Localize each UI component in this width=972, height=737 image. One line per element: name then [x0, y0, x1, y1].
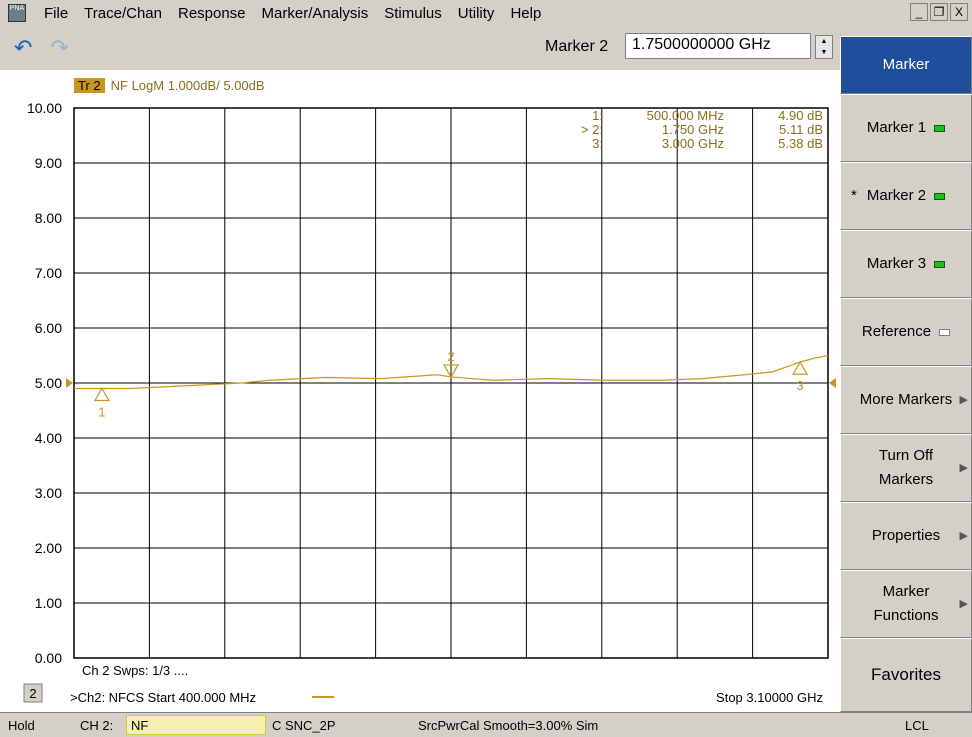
marker-table-value: 4.90 dB: [778, 108, 823, 123]
marker-1-indicator: [934, 124, 946, 132]
submenu-arrow-icon: ▶: [959, 394, 968, 406]
minimize-button[interactable]: _: [910, 3, 928, 21]
reference-button[interactable]: Reference: [840, 298, 972, 366]
window-controls: _ ❐ X: [910, 3, 968, 21]
more-markers-button[interactable]: More Markers ▶: [840, 366, 972, 434]
trace-line: [74, 354, 829, 390]
y-tick-label: 5.00: [35, 375, 62, 391]
marker-table-value: 5.11 dB: [779, 122, 823, 137]
redo-icon[interactable]: ↷: [50, 35, 69, 60]
y-tick-label: 0.00: [35, 650, 62, 666]
marker-functions-button[interactable]: Marker Functions ▶: [840, 570, 972, 638]
more-markers-label: More Markers: [859, 391, 953, 408]
marker-value-spinner[interactable]: ▲ ▼: [815, 35, 833, 59]
marker-value-input[interactable]: 1.7500000000 GHz: [625, 33, 811, 59]
marker-label: 2: [447, 349, 454, 364]
y-tick-label: 9.00: [35, 155, 62, 171]
softkey-panel: Marker Marker 1 * Marker 2 Marker 3 Refe…: [840, 26, 972, 712]
marker-table-id: > 2:: [581, 122, 603, 137]
ref-left-icon: [66, 378, 73, 388]
marker-table-freq: 3.000 GHz: [662, 136, 724, 151]
marker-triangle: [442, 364, 460, 379]
y-tick-label: 7.00: [35, 265, 62, 281]
marker-table-freq: 1.750 GHz: [662, 122, 724, 137]
status-measurement[interactable]: NF: [126, 715, 266, 735]
active-star: *: [851, 187, 857, 204]
status-source: SrcPwrCal Smooth=3.00% Sim: [418, 718, 599, 733]
menu-file[interactable]: File: [44, 4, 69, 22]
menu-bar: PNA File Trace/Chan Response Marker/Anal…: [0, 0, 972, 26]
trace-id[interactable]: Tr 2: [74, 77, 105, 93]
start-frequency: >Ch2: NFCS Start 400.000 MHz: [70, 690, 256, 705]
nf-chart: 0.00 1.00 2.00 3.00 4.00 5.00 6.00 7.00 8.00 9.00…: [23, 100, 836, 705]
functions-label-2: Functions: [873, 607, 939, 624]
marker-table-freq: 500.000 MHz: [647, 108, 724, 123]
menu-stimulus[interactable]: Stimulus: [384, 4, 442, 22]
menu-trace-chan[interactable]: Trace/Chan: [84, 4, 162, 22]
marker-table-id: 3:: [592, 136, 603, 151]
submenu-arrow-icon: ▶: [959, 530, 968, 542]
y-tick-label: 2.00: [35, 540, 62, 556]
reference-indicator: [939, 328, 951, 336]
channel-badge: [23, 683, 43, 703]
properties-button[interactable]: Properties ▶: [840, 502, 972, 570]
trace-tag: Tr 2 NF LogM 1.000dB/ 5.00dB: [74, 77, 265, 93]
status-channel: CH 2:: [80, 718, 114, 733]
y-tick-label: 3.00: [35, 485, 62, 501]
marker-2-label: Marker 2: [866, 187, 927, 204]
marker-triangle: [792, 360, 809, 375]
marker-3-button[interactable]: Marker 3: [840, 230, 972, 298]
trace-description: NF LogM 1.000dB/ 5.00dB: [110, 77, 265, 93]
marker-triangle: [93, 387, 110, 402]
menu-marker-analysis[interactable]: Marker/Analysis: [261, 4, 369, 22]
y-tick-label: 1.00: [35, 595, 62, 611]
status-hold: Hold: [8, 718, 35, 733]
reference-label: Reference: [861, 323, 932, 340]
status-cal: C SNC_2P: [272, 718, 336, 733]
marker-2-indicator: [934, 192, 946, 200]
app-icon: PNA: [8, 4, 26, 22]
active-marker-label: Marker 2: [545, 38, 609, 55]
stop-frequency: Stop 3.10000 GHz: [716, 690, 823, 705]
submenu-arrow-icon: ▶: [959, 598, 968, 610]
submenu-arrow-icon: ▶: [959, 462, 968, 474]
y-tick-label: 8.00: [35, 210, 62, 226]
menu-response[interactable]: Response: [177, 4, 246, 22]
marker-table-value: 5.38 dB: [778, 136, 823, 151]
properties-label: Properties: [871, 527, 941, 544]
y-tick-label: 10.00: [27, 100, 62, 116]
functions-label-1: Marker: [882, 583, 930, 600]
marker-1-label: Marker 1: [866, 119, 927, 136]
marker-label: 3: [796, 378, 803, 393]
turn-off-markers-button[interactable]: Turn Off Markers ▶: [840, 434, 972, 502]
undo-icon[interactable]: ↶: [14, 35, 33, 60]
menu-help[interactable]: Help: [510, 4, 542, 22]
toolbar: ↶ ↷ Marker 2 1.7500000000 GHz ▲ ▼: [0, 26, 840, 70]
softkey-title: Marker: [840, 36, 972, 94]
marker-label: 1: [98, 405, 105, 420]
restore-button[interactable]: ❐: [930, 3, 948, 21]
marker-table-id: 1:: [592, 108, 603, 123]
status-bar: Hold CH 2: NF C SNC_2P SrcPwrCal Smooth=…: [0, 712, 972, 737]
status-lcl: LCL: [905, 718, 929, 733]
marker-3-indicator: [934, 260, 946, 268]
plot-area: 0.00 1.00 2.00 3.00 4.00 5.00 6.00 7.00 8.00 9.00…: [0, 70, 840, 712]
marker-2-button[interactable]: * Marker 2: [840, 162, 972, 230]
marker-1-button[interactable]: Marker 1: [840, 94, 972, 162]
y-tick-label: 6.00: [35, 320, 62, 336]
sweep-status: Ch 2 Swps: 1/3 ....: [82, 663, 188, 678]
turn-off-label-1: Turn Off: [878, 447, 934, 464]
close-button[interactable]: X: [950, 3, 968, 21]
turn-off-label-2: Markers: [878, 471, 934, 488]
marker-3-label: Marker 3: [866, 255, 927, 272]
ref-right-icon: [829, 378, 836, 388]
y-tick-label: 4.00: [35, 430, 62, 446]
favorites-button[interactable]: Favorites: [840, 638, 972, 712]
menu-utility[interactable]: Utility: [457, 4, 495, 22]
channel-number: 2: [29, 686, 36, 701]
